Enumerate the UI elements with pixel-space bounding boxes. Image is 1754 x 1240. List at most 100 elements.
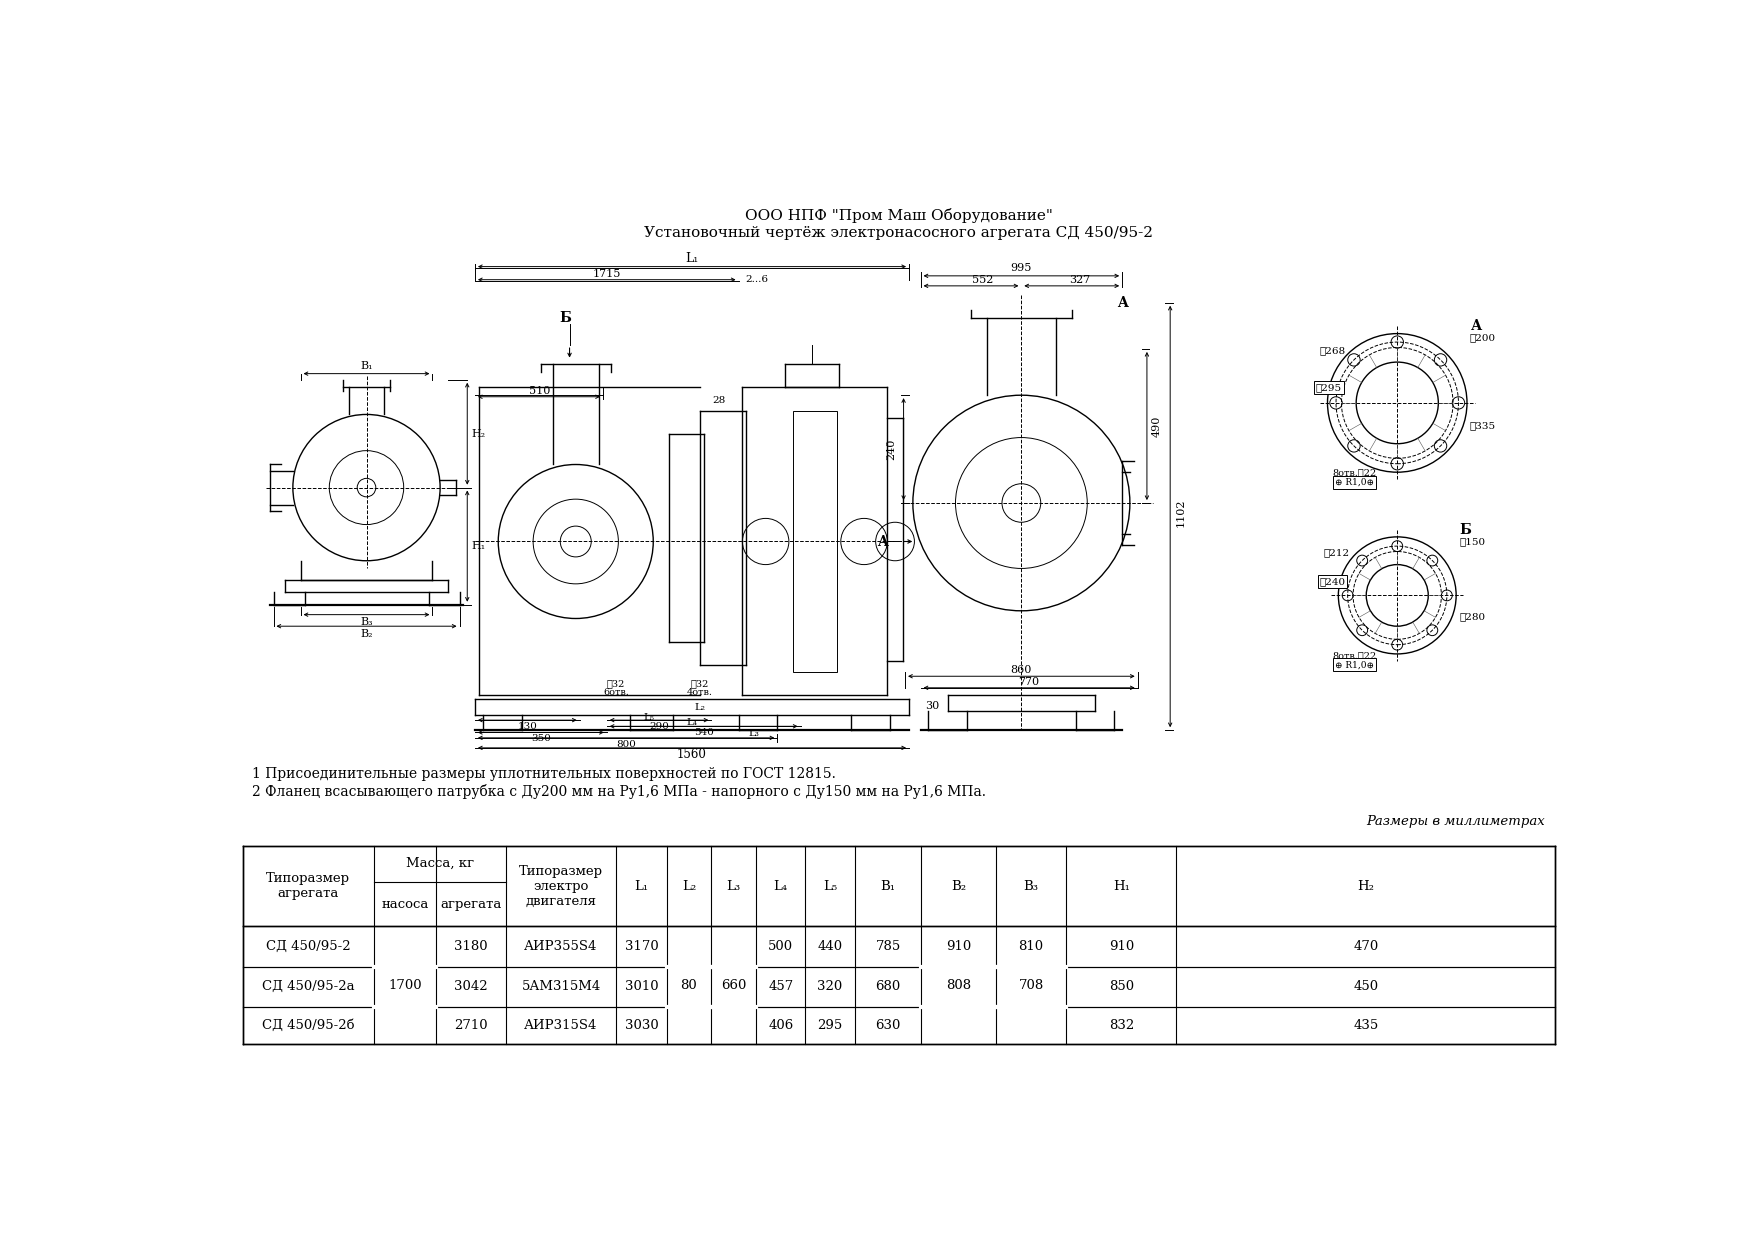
Text: 910: 910 <box>1109 940 1135 954</box>
Text: АИР315S4: АИР315S4 <box>524 1019 598 1032</box>
Text: насоса: насоса <box>382 898 430 910</box>
Text: А: А <box>1472 319 1482 332</box>
Text: 2 Фланец всасывающего патрубка с Ду200 мм на Ру1,6 МПа - напорного с Ду150 мм на: 2 Фланец всасывающего патрубка с Ду200 м… <box>253 784 986 800</box>
Text: ∅212: ∅212 <box>1324 548 1351 557</box>
Text: Типоразмер
электро
двигателя: Типоразмер электро двигателя <box>519 864 603 908</box>
Text: L₅: L₅ <box>823 879 837 893</box>
Text: 5АМ315М4: 5АМ315М4 <box>521 980 600 993</box>
Text: Типоразмер
агрегата: Типоразмер агрегата <box>267 872 351 900</box>
Text: ∅268: ∅268 <box>1319 346 1345 355</box>
Text: Б: Б <box>560 311 570 325</box>
Text: 660: 660 <box>721 978 745 992</box>
Text: Размеры в миллиметрах: Размеры в миллиметрах <box>1366 815 1545 827</box>
Text: 770: 770 <box>1019 677 1040 687</box>
Text: 630: 630 <box>875 1019 902 1032</box>
Text: B₃: B₃ <box>360 618 374 627</box>
Text: ∅280: ∅280 <box>1459 613 1486 621</box>
Text: 457: 457 <box>768 980 793 993</box>
Text: Установочный чертёж электронасосного агрегата СД 450/95-2: Установочный чертёж электронасосного агр… <box>644 227 1154 241</box>
Text: ∅240: ∅240 <box>1319 577 1345 587</box>
Text: 8отв.∅22: 8отв.∅22 <box>1333 467 1377 476</box>
Text: 3170: 3170 <box>624 940 658 954</box>
Text: 510: 510 <box>528 386 551 396</box>
Text: ⊕ R1,0⊕: ⊕ R1,0⊕ <box>1335 660 1373 670</box>
Text: 708: 708 <box>1019 978 1044 992</box>
Text: 3010: 3010 <box>624 980 658 993</box>
Text: H₁: H₁ <box>472 541 486 551</box>
Text: A: A <box>877 534 888 548</box>
Text: 320: 320 <box>817 980 842 993</box>
Text: L₂: L₂ <box>682 879 696 893</box>
Text: ∅150: ∅150 <box>1459 537 1486 546</box>
Text: 540: 540 <box>693 728 714 737</box>
Text: 800: 800 <box>616 739 637 749</box>
Text: H₂: H₂ <box>472 429 486 439</box>
Text: B₂: B₂ <box>360 629 374 639</box>
Text: A: A <box>1117 296 1128 310</box>
Text: 28: 28 <box>712 396 726 405</box>
Text: 30: 30 <box>924 701 940 711</box>
Text: СД 450/95-2: СД 450/95-2 <box>267 940 351 954</box>
Text: 808: 808 <box>945 978 972 992</box>
Text: 290: 290 <box>649 722 670 730</box>
Text: B₁: B₁ <box>360 361 374 371</box>
Text: H₂: H₂ <box>1358 879 1375 893</box>
Text: L₃: L₃ <box>726 879 740 893</box>
Text: B₃: B₃ <box>1024 879 1038 893</box>
Text: L₅: L₅ <box>644 713 654 722</box>
Text: 3180: 3180 <box>454 940 488 954</box>
Text: 327: 327 <box>1068 275 1091 285</box>
Text: 832: 832 <box>1109 1019 1135 1032</box>
Text: ∅335: ∅335 <box>1470 422 1496 430</box>
Text: Масса, кг: Масса, кг <box>407 857 474 870</box>
Text: 470: 470 <box>1354 940 1379 954</box>
Text: 1560: 1560 <box>677 748 707 760</box>
Text: 350: 350 <box>531 734 551 743</box>
Text: ∅32: ∅32 <box>691 680 709 688</box>
Text: H₁: H₁ <box>1112 879 1130 893</box>
Text: L₃: L₃ <box>749 729 759 739</box>
Text: СД 450/95-2а: СД 450/95-2а <box>261 980 354 993</box>
Text: ∅200: ∅200 <box>1470 334 1496 342</box>
Text: Б: Б <box>1459 523 1472 537</box>
Text: 2...6: 2...6 <box>745 275 768 284</box>
Text: 785: 785 <box>875 940 902 954</box>
Text: L₄: L₄ <box>774 879 788 893</box>
Text: АИР355S4: АИР355S4 <box>524 940 598 954</box>
Text: ∅32: ∅32 <box>607 680 624 688</box>
Text: 995: 995 <box>1010 263 1031 273</box>
Text: 1102: 1102 <box>1175 498 1186 527</box>
Text: B₂: B₂ <box>951 879 966 893</box>
Text: 1715: 1715 <box>593 269 621 279</box>
Text: 3030: 3030 <box>624 1019 658 1032</box>
Text: 6отв.: 6отв. <box>603 688 630 697</box>
Text: 860: 860 <box>1010 665 1031 675</box>
Text: 680: 680 <box>875 980 902 993</box>
Text: ∅295: ∅295 <box>1316 383 1342 392</box>
Text: 240: 240 <box>886 439 896 460</box>
Text: 80: 80 <box>681 978 698 992</box>
Text: 130: 130 <box>517 722 538 730</box>
Text: 552: 552 <box>972 275 993 285</box>
Text: 435: 435 <box>1354 1019 1379 1032</box>
Text: L₁: L₁ <box>635 879 649 893</box>
Text: ООО НПФ "Пром Маш Оборудование": ООО НПФ "Пром Маш Оборудование" <box>745 208 1052 223</box>
Bar <box>793 410 837 672</box>
Text: 850: 850 <box>1109 980 1133 993</box>
Text: 910: 910 <box>945 940 972 954</box>
Text: 500: 500 <box>768 940 793 954</box>
Text: 4отв.: 4отв. <box>688 688 712 697</box>
Text: СД 450/95-2б: СД 450/95-2б <box>261 1019 354 1032</box>
Text: 3042: 3042 <box>454 980 488 993</box>
Text: L₄: L₄ <box>686 718 698 727</box>
Text: 450: 450 <box>1354 980 1379 993</box>
Text: B₁: B₁ <box>881 879 896 893</box>
Text: L₂: L₂ <box>695 703 705 712</box>
Text: 490: 490 <box>1152 415 1161 436</box>
Text: 1 Присоединительные размеры уплотнительных поверхностей по ГОСТ 12815.: 1 Присоединительные размеры уплотнительн… <box>253 768 835 781</box>
Text: 2710: 2710 <box>454 1019 488 1032</box>
Text: 1700: 1700 <box>388 978 423 992</box>
Text: 295: 295 <box>817 1019 842 1032</box>
Text: агрегата: агрегата <box>440 898 502 910</box>
Text: 440: 440 <box>817 940 842 954</box>
